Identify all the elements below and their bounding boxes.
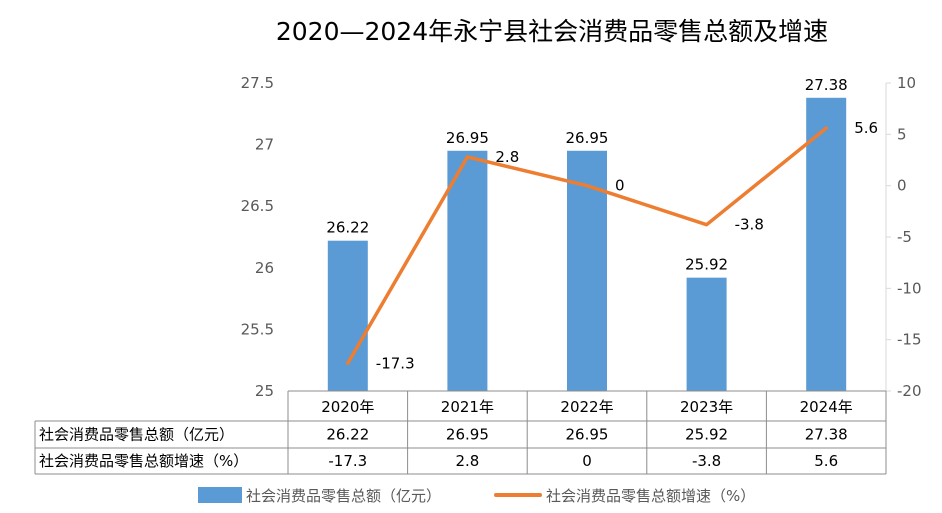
bar-data-label: 26.22	[326, 219, 369, 237]
legend-bar-label: 社会消费品零售总额（亿元）	[246, 487, 441, 505]
growth-line	[346, 126, 828, 366]
right-axis-tick: 10	[897, 74, 916, 92]
chart-title: 2020—2024年永宁县社会消费品零售总额及增速	[276, 17, 828, 46]
bar	[447, 150, 488, 391]
line-data-label: 0	[615, 177, 625, 195]
right-axis-tick: -5	[897, 228, 912, 246]
right-axis-tick: -15	[897, 331, 922, 349]
left-axis-tick: 26.5	[241, 197, 274, 215]
table-row-header: 社会消费品零售总额（亿元）	[39, 426, 234, 444]
right-axis-tick: 0	[897, 177, 907, 195]
table-category-label: 2022年	[560, 398, 613, 416]
table-cell: 26.95	[566, 426, 609, 444]
left-axis-tick: 27.5	[241, 74, 274, 92]
legend: 社会消费品零售总额（亿元） 社会消费品零售总额增速（%）	[198, 487, 755, 505]
line-data-label: 2.8	[495, 148, 519, 166]
table-cell: 5.6	[814, 452, 838, 470]
right-axis-tick: -20	[897, 382, 922, 400]
line-data-label: -3.8	[735, 216, 764, 234]
right-axis-tick: -10	[897, 279, 922, 297]
bar	[806, 97, 847, 391]
table-cell: -3.8	[692, 452, 721, 470]
left-axis-tick: 27	[255, 136, 274, 154]
left-axis-tick: 25	[255, 382, 274, 400]
table-category-label: 2024年	[800, 398, 853, 416]
right-axis: -20 -15 -10 -5 0 5 10	[885, 74, 922, 400]
left-axis: 25 25.5 26 26.5 27 27.5	[241, 74, 274, 400]
table-row-header: 社会消费品零售总额增速（%）	[39, 452, 248, 470]
line-data-label: 5.6	[854, 119, 878, 137]
table-category-label: 2023年	[680, 398, 733, 416]
table-cell: 0	[582, 452, 592, 470]
table-category-label: 2020年	[321, 398, 374, 416]
table-cell: 27.38	[805, 426, 848, 444]
bar-data-label: 26.95	[566, 129, 609, 147]
left-axis-tick: 26	[255, 259, 274, 277]
bar-data-label: 26.95	[446, 129, 489, 147]
legend-bar-swatch	[198, 487, 242, 503]
table-cell: 2.8	[455, 452, 479, 470]
bar-series: 26.22 26.95 26.95 25.92 27.38	[326, 76, 848, 391]
bar	[327, 240, 368, 391]
bar	[686, 277, 727, 391]
left-axis-tick: 25.5	[241, 320, 274, 338]
line-data-label: -17.3	[376, 354, 415, 372]
right-axis-tick: 5	[897, 125, 907, 143]
legend-line-label: 社会消费品零售总额增速（%）	[546, 487, 755, 505]
bar-data-label: 27.38	[805, 76, 848, 94]
table-category-label: 2021年	[441, 398, 494, 416]
table-cell: 26.95	[446, 426, 489, 444]
table-cell: 26.22	[326, 426, 369, 444]
table-cell: -17.3	[328, 452, 367, 470]
bar-data-label: 25.92	[685, 256, 728, 274]
line-series: -17.3 2.8 0 -3.8 5.6	[346, 119, 878, 372]
table-cell: 25.92	[685, 426, 728, 444]
